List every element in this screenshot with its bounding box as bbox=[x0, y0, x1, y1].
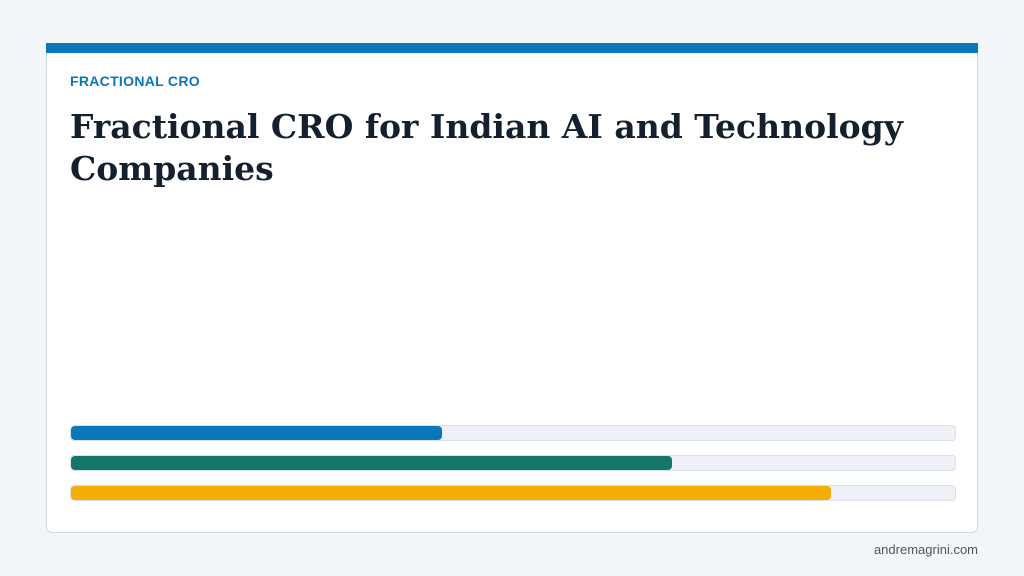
page-title: Fractional CRO for Indian AI and Technol… bbox=[70, 107, 903, 188]
category-label: FRACTIONAL CRO bbox=[70, 73, 200, 89]
progress-bar-1 bbox=[70, 425, 956, 441]
progress-bar-2-fill bbox=[71, 456, 673, 470]
progress-bars bbox=[70, 425, 956, 515]
progress-bar-3 bbox=[70, 485, 956, 501]
site-url: andremagrini.com bbox=[873, 542, 978, 557]
card-accent-bar bbox=[46, 43, 978, 53]
progress-bar-1-fill bbox=[71, 426, 443, 440]
progress-bar-2 bbox=[70, 455, 956, 471]
progress-bar-3-fill bbox=[71, 486, 832, 500]
content-card: FRACTIONAL CRO Fractional CRO for Indian… bbox=[46, 43, 978, 533]
